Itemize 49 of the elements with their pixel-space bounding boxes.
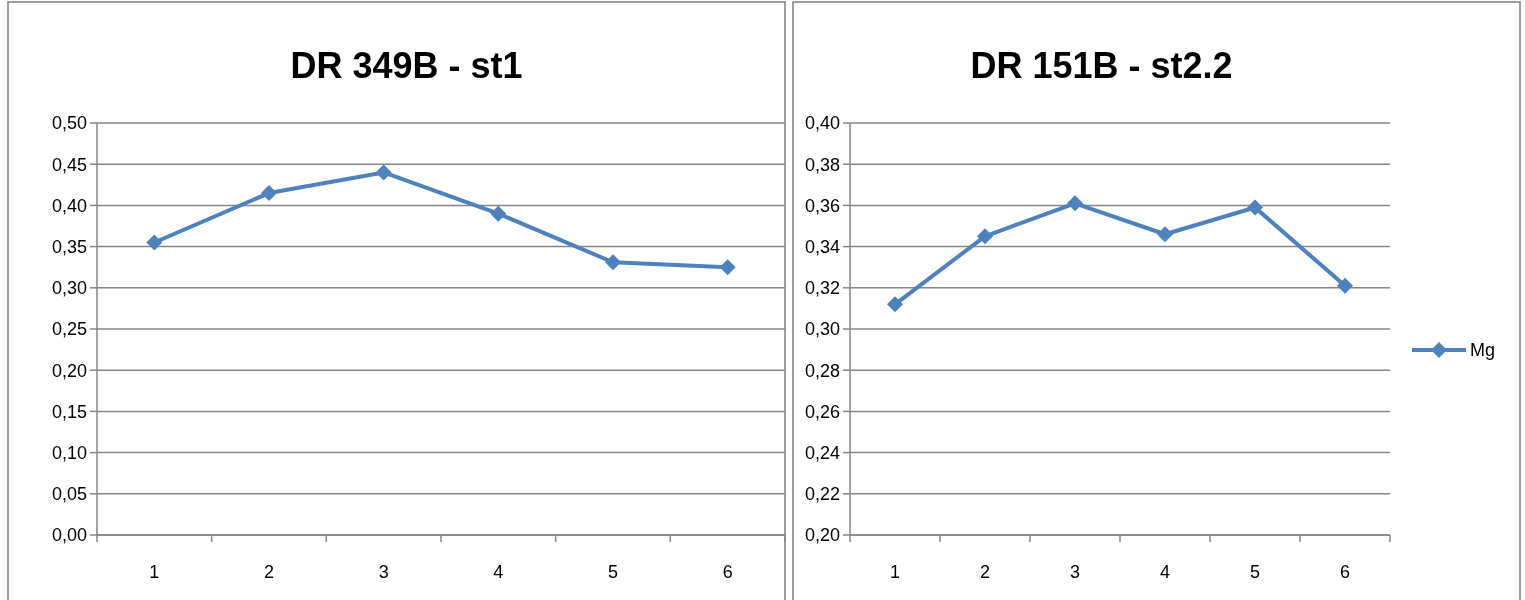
point xyxy=(146,234,163,251)
y-tick-label: 0,28 xyxy=(804,360,840,381)
y-tick-label: 0,50 xyxy=(51,113,87,134)
x-tick-label: 4 xyxy=(1159,562,1171,582)
point xyxy=(1157,226,1173,243)
x-tick-label: 2 xyxy=(979,562,991,582)
x-tick-label: 6 xyxy=(1339,562,1351,582)
x-tick-label: 1 xyxy=(149,562,160,582)
y-tick-label: 0,15 xyxy=(51,401,87,422)
y-tick-label: 0,20 xyxy=(804,525,840,546)
y-tick-label: 0,32 xyxy=(804,278,840,299)
point xyxy=(719,259,736,276)
y-tick-label: 0,26 xyxy=(804,401,840,422)
point xyxy=(490,205,507,222)
y-tick-label: 0,35 xyxy=(51,236,87,257)
x-tick-label: 5 xyxy=(1249,562,1261,582)
y-tick-label: 0,24 xyxy=(804,442,840,463)
y-tick-label: 0,10 xyxy=(51,442,87,463)
x-tick-label: 2 xyxy=(263,562,275,582)
y-tick-label: 0,34 xyxy=(804,236,840,257)
y-tick-label: 0,00 xyxy=(51,525,87,546)
point xyxy=(1067,195,1083,212)
chart-title: DR 151B - st2.2 xyxy=(970,45,1233,86)
point xyxy=(1247,199,1263,216)
legend-label: Mg xyxy=(1470,340,1496,361)
y-tick-label: 0,22 xyxy=(804,484,840,505)
x-tick-label: 6 xyxy=(722,562,733,582)
y-tick-label: 0,40 xyxy=(51,195,87,216)
point xyxy=(1337,277,1353,294)
point xyxy=(977,228,993,245)
y-tick-label: 0,30 xyxy=(51,278,87,299)
y-tick-label: 0,38 xyxy=(804,154,840,175)
x-tick-label: 5 xyxy=(607,562,619,582)
y-tick-label: 0,30 xyxy=(804,319,840,340)
point xyxy=(605,254,621,271)
y-tick-label: 0,45 xyxy=(51,154,87,175)
y-tick-label: 0,36 xyxy=(804,195,840,216)
chart-title: DR 349B - st1 xyxy=(290,45,523,86)
y-tick-label: 0,05 xyxy=(51,484,87,505)
x-tick-label: 1 xyxy=(889,562,901,582)
y-tick-label: 0,25 xyxy=(51,319,87,340)
point xyxy=(887,296,903,313)
x-tick-label: 4 xyxy=(493,562,504,582)
y-tick-label: 0,40 xyxy=(804,113,840,134)
y-tick-label: 0,20 xyxy=(51,360,87,381)
x-tick-label: 3 xyxy=(1069,562,1081,582)
point xyxy=(375,164,392,181)
point xyxy=(261,185,277,202)
x-tick-label: 3 xyxy=(378,562,389,582)
